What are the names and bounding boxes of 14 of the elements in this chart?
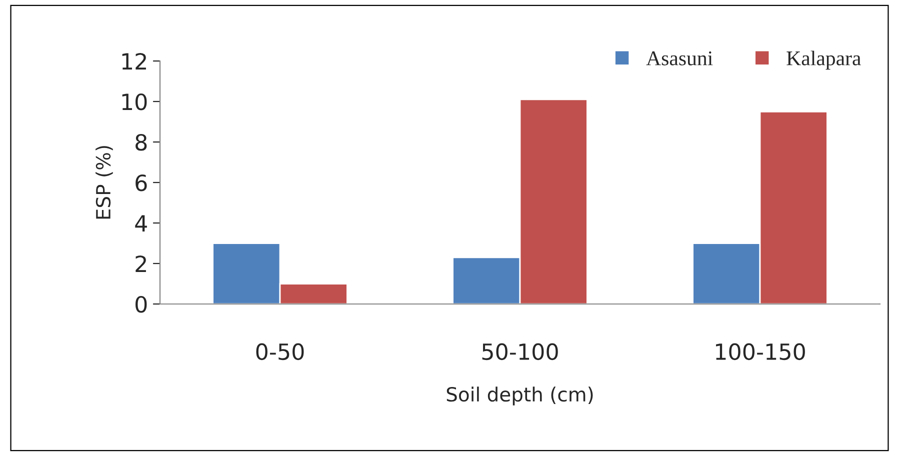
y-tick-label: 4: [135, 215, 147, 232]
legend-label: Kalapara: [786, 50, 861, 70]
legend-label: Asasuni: [646, 51, 713, 66]
y-tick-label: 2: [136, 255, 146, 272]
y-tick-label: 10: [122, 93, 147, 110]
x-tick-label: 50-100: [482, 343, 558, 360]
y-tick-label: 6: [136, 174, 147, 192]
x-tick-label: 100-150: [716, 343, 805, 360]
y-axis-title: ESP (%): [96, 146, 113, 219]
y-tick-label: 12: [122, 52, 146, 70]
y-tick-label: 8: [136, 134, 147, 151]
x-axis-title: Soil depth (cm): [446, 386, 593, 406]
x-tick-label: 0-50: [256, 343, 304, 360]
y-tick-label: 0: [136, 296, 147, 313]
